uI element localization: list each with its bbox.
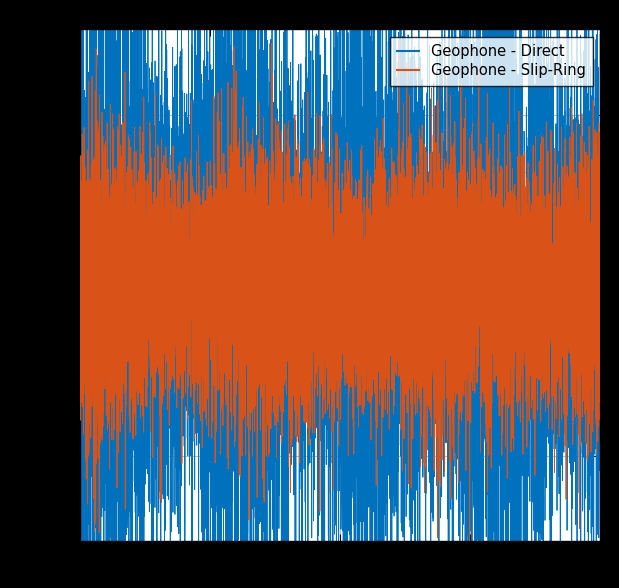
Geophone - Slip-Ring [331, 179, 339, 186]
Line: Geophone - Direct: Geophone - Direct [80, 0, 600, 588]
Legend: Geophone - Direct, Geophone - Slip-Ring: Geophone - Direct, Geophone - Slip-Ring [390, 36, 593, 86]
Geophone - Direct [77, 283, 84, 290]
Line: Geophone - Slip-Ring: Geophone - Slip-Ring [80, 40, 600, 541]
Geophone - Slip-Ring [396, 36, 403, 44]
Geophone - Slip-Ring [108, 267, 115, 274]
Geophone - Direct [597, 525, 604, 532]
Geophone - Slip-Ring [466, 537, 474, 544]
Geophone - Direct [98, 505, 106, 512]
Geophone - Slip-Ring [79, 151, 87, 158]
Geophone - Direct [108, 458, 115, 465]
Geophone - Slip-Ring [597, 246, 604, 253]
Geophone - Slip-Ring [179, 178, 186, 185]
Geophone - Direct [79, 186, 87, 193]
Geophone - Direct [179, 427, 186, 434]
Geophone - Slip-Ring [98, 109, 106, 116]
Geophone - Direct [331, 371, 339, 378]
Geophone - Slip-Ring [569, 417, 577, 424]
Geophone - Direct [569, 405, 577, 412]
Geophone - Slip-Ring [77, 275, 84, 282]
